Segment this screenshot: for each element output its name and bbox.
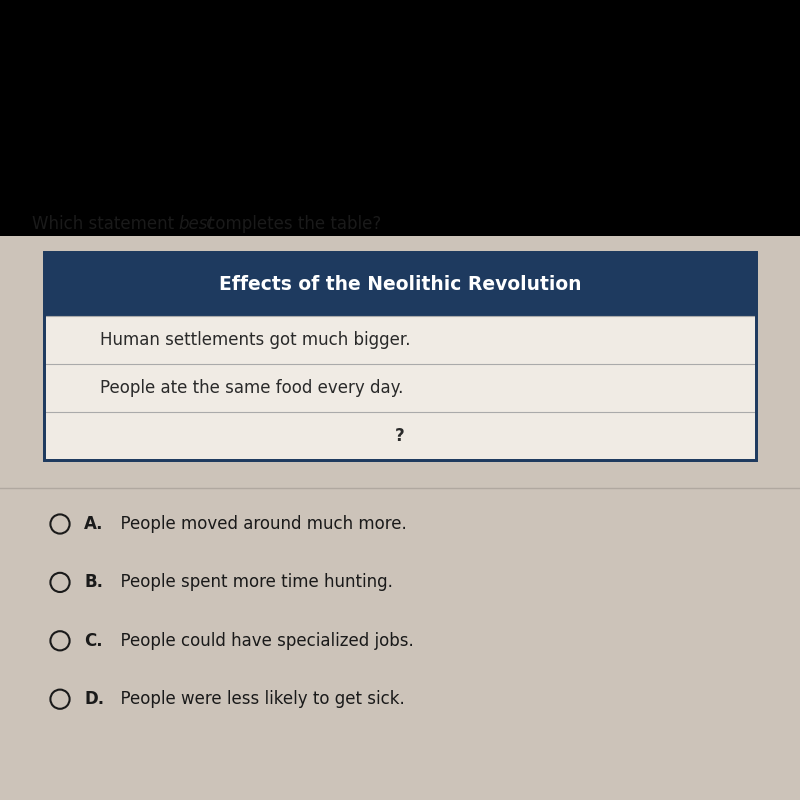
Text: A.: A. <box>84 515 103 533</box>
Text: B.: B. <box>84 574 103 591</box>
Bar <box>44 412 756 460</box>
Text: D.: D. <box>84 690 104 708</box>
Text: People spent more time hunting.: People spent more time hunting. <box>110 574 393 591</box>
Text: best: best <box>178 215 214 233</box>
Text: People ate the same food every day.: People ate the same food every day. <box>100 379 403 398</box>
Text: People moved around much more.: People moved around much more. <box>110 515 406 533</box>
Bar <box>44 252 756 460</box>
Bar <box>44 364 756 412</box>
Text: completes the table?: completes the table? <box>201 215 381 233</box>
Text: Human settlements got much bigger.: Human settlements got much bigger. <box>100 331 410 350</box>
Bar <box>0 0 800 236</box>
Text: Which statement: Which statement <box>32 215 179 233</box>
Bar <box>44 317 756 364</box>
Bar <box>44 252 756 317</box>
Text: Effects of the Neolithic Revolution: Effects of the Neolithic Revolution <box>218 274 582 294</box>
Text: Which statement: Which statement <box>32 215 179 233</box>
Bar <box>0 236 800 800</box>
Text: People were less likely to get sick.: People were less likely to get sick. <box>110 690 404 708</box>
Bar <box>44 252 756 460</box>
Text: C.: C. <box>84 632 102 650</box>
Text: People could have specialized jobs.: People could have specialized jobs. <box>110 632 414 650</box>
Text: ?: ? <box>395 427 405 445</box>
